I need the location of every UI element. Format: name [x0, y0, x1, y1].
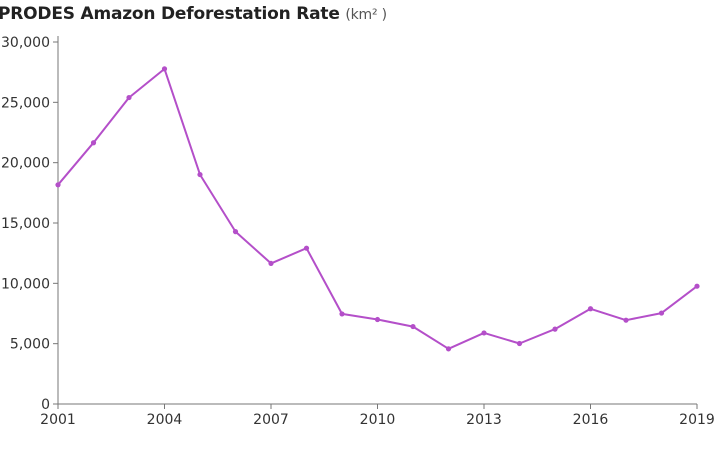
x-tick-label: 2004: [147, 412, 183, 428]
data-point: [445, 346, 452, 352]
data-point: [552, 326, 558, 332]
data-point: [516, 340, 523, 347]
data-point: [374, 316, 381, 323]
y-tick-label: 15,000: [1, 216, 50, 232]
data-point: [339, 311, 345, 317]
data-point: [481, 330, 487, 336]
x-tick-label: 2016: [573, 412, 609, 428]
y-tick-label: 25,000: [1, 95, 50, 111]
x-tick-label: 2010: [360, 412, 396, 428]
data-point: [623, 317, 629, 323]
series-line: [57, 67, 698, 350]
chart-title: PRODES Amazon Deforestation Rate (km² ): [0, 4, 387, 24]
data-point: [658, 310, 665, 316]
y-tick-label: 30,000: [1, 35, 50, 51]
y-tick-label: 20,000: [1, 156, 50, 172]
y-tick-label: 5,000: [10, 337, 50, 353]
chart-title-unit: (km² ): [345, 7, 387, 23]
data-point: [161, 66, 168, 72]
y-tick-label: 10,000: [1, 276, 50, 292]
data-point: [90, 140, 97, 146]
data-point: [410, 323, 416, 330]
y-tick-label: 0: [41, 397, 50, 413]
data-point: [126, 94, 132, 101]
data-point: [303, 245, 310, 251]
x-tick-label: 2001: [40, 412, 76, 428]
data-point: [694, 283, 700, 289]
chart-title-text: PRODES Amazon Deforestation Rate: [0, 4, 340, 24]
data-point: [232, 229, 239, 235]
data-point: [587, 306, 594, 312]
data-point: [197, 171, 203, 178]
x-tick-label: 2019: [679, 412, 715, 428]
data-point: [268, 260, 274, 267]
x-tick-label: 2007: [253, 412, 289, 428]
data-point: [55, 182, 61, 188]
x-tick-label: 2013: [466, 412, 502, 428]
